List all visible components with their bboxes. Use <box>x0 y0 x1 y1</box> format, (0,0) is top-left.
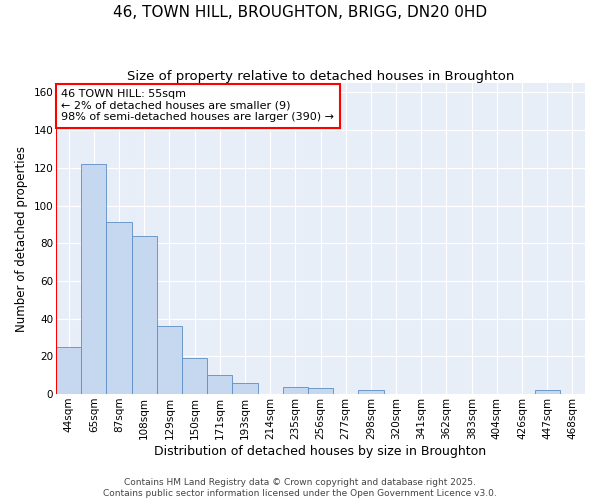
Bar <box>283 386 308 394</box>
X-axis label: Distribution of detached houses by size in Broughton: Distribution of detached houses by size … <box>154 444 487 458</box>
Text: 46, TOWN HILL, BROUGHTON, BRIGG, DN20 0HD: 46, TOWN HILL, BROUGHTON, BRIGG, DN20 0H… <box>113 5 487 20</box>
Bar <box>56 347 81 394</box>
Text: 46 TOWN HILL: 55sqm
← 2% of detached houses are smaller (9)
98% of semi-detached: 46 TOWN HILL: 55sqm ← 2% of detached hou… <box>61 89 334 122</box>
Y-axis label: Number of detached properties: Number of detached properties <box>15 146 28 332</box>
Bar <box>157 326 182 394</box>
Text: Contains HM Land Registry data © Crown copyright and database right 2025.
Contai: Contains HM Land Registry data © Crown c… <box>103 478 497 498</box>
Bar <box>182 358 207 394</box>
Title: Size of property relative to detached houses in Broughton: Size of property relative to detached ho… <box>127 70 514 83</box>
Bar <box>535 390 560 394</box>
Bar <box>232 382 257 394</box>
Bar <box>207 375 232 394</box>
Bar <box>106 222 131 394</box>
Bar <box>131 236 157 394</box>
Bar <box>358 390 383 394</box>
Bar <box>81 164 106 394</box>
Bar <box>308 388 333 394</box>
